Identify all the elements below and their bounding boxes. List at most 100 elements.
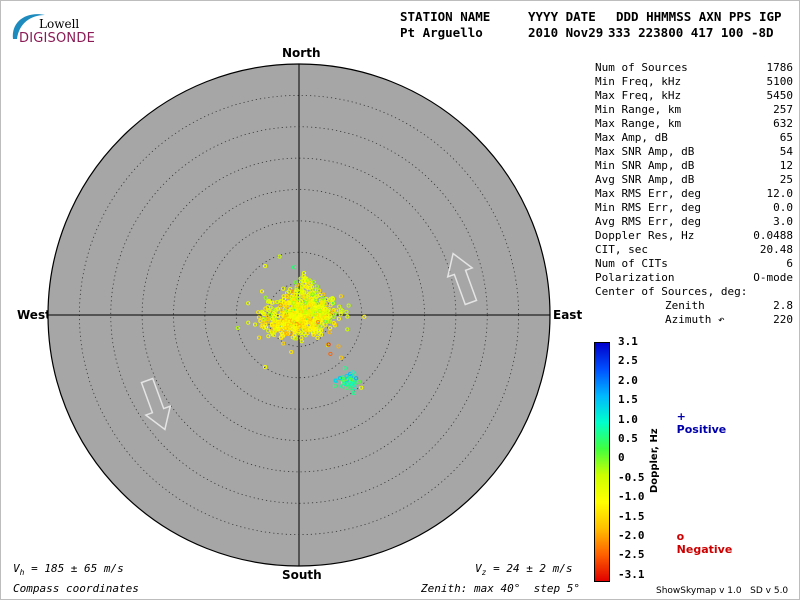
header-value-date: 2010 Nov29 [528,25,604,40]
source-point [324,308,329,313]
stats-row: Max RMS Err, deg 12.0 [595,187,793,201]
stats-value: 257 [773,103,793,116]
source-point [317,308,322,313]
source-point [312,321,317,326]
compass-east-label: East [553,308,583,322]
stats-value: 1786 [766,61,794,74]
source-point [301,310,306,315]
stats-row: Max Freq, kHz 5450 [595,89,793,103]
source-point [311,332,316,337]
source-point [289,294,294,299]
source-point [310,290,315,295]
source-point [291,300,296,305]
source-point [344,309,349,314]
stats-value: 12.0 [766,187,794,200]
stats-row: Num of Sources 1786 [595,61,793,75]
source-point [298,320,303,325]
colorbar-tick-label: -1.0 [618,490,645,504]
source-point [289,289,294,294]
source-point [281,341,286,346]
source-point [270,332,275,337]
source-point [260,320,265,325]
stats-row: Min Range, km 257 [595,103,793,117]
source-point [259,289,265,294]
source-point [310,326,315,331]
source-point [277,254,282,259]
source-point [325,343,330,348]
stats-value: 220 [773,313,793,326]
source-point [344,385,349,390]
colorbar-tick-label: -1.5 [618,509,645,523]
stats-row: Polarization O-mode [595,271,793,285]
source-point [280,331,285,336]
source-point [294,304,299,309]
source-point [284,322,289,327]
source-point [306,316,311,321]
source-point [314,284,319,289]
compass-north-label: North [282,46,321,60]
legend-negative: o Negative [669,517,733,556]
source-point [326,342,331,347]
stats-label: Num of Sources [595,61,688,74]
source-point [330,301,335,306]
source-point [299,336,304,341]
source-point [332,311,337,317]
source-point [331,321,336,326]
source-point [328,351,333,356]
source-point [312,287,317,292]
source-point [302,290,307,295]
source-point [291,265,297,270]
source-point [336,316,341,321]
stats-row: Num of CITs 6 [595,257,793,271]
logo-swoosh-icon [12,14,45,39]
source-point [266,328,271,333]
source-point [268,300,273,305]
doppler-colorbar [594,342,610,582]
stats-label: Max Freq, kHz [595,89,682,102]
source-point [263,306,268,311]
source-point [322,310,327,316]
source-point [266,334,271,339]
source-point [246,320,251,325]
legend-positive-label: Positive [676,423,727,436]
source-point [317,288,322,293]
stats-label: Polarization [595,271,675,284]
source-point [328,303,333,308]
source-point [328,325,333,331]
stats-value: 632 [773,117,793,130]
source-point [352,372,357,377]
source-point [257,335,262,340]
colorbar-tick-label: 2.5 [618,354,638,368]
source-point [293,280,298,285]
source-point [256,315,261,320]
source-point [302,304,308,309]
source-point [310,292,315,297]
source-point [338,355,344,360]
source-point [334,308,339,313]
source-point [359,385,364,390]
stats-label: Azimuth ↶ [665,313,725,326]
stats-row: CIT, sec 20.48 [595,243,793,257]
source-point [295,317,300,322]
source-point [332,383,337,389]
stats-value: O-mode [753,271,793,284]
stats-value: 5100 [766,75,794,88]
source-point [338,307,343,312]
stats-value: 5450 [766,89,794,102]
source-point [278,335,283,340]
source-point [338,294,343,299]
source-point [270,306,275,312]
source-point [269,330,274,335]
source-point [283,301,289,306]
velocity-arrow-icon [446,252,478,306]
negative-circle-icon: o [676,530,685,543]
source-point [253,322,258,327]
zenith-info: Zenith: max 40° step 5° [421,582,580,595]
stats-row: Max SNR Amp, dB 54 [595,145,793,159]
source-point [270,300,275,305]
stats-label: Avg RMS Err, deg [595,215,701,228]
source-point [298,312,303,318]
source-point [269,323,274,328]
source-point [320,295,325,301]
source-point [285,322,291,327]
